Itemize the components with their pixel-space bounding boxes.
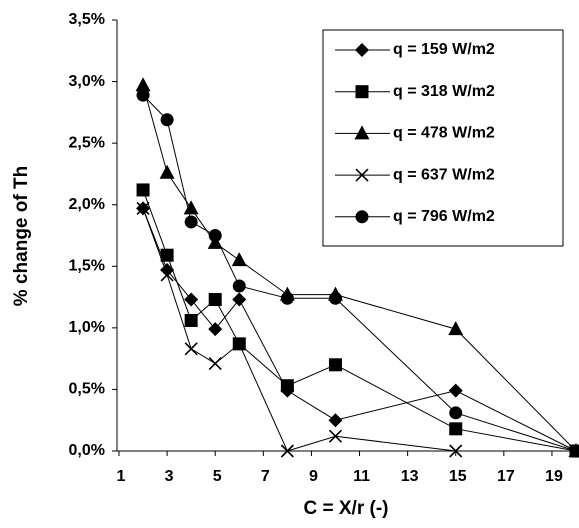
x-tick-label: 15	[449, 468, 467, 485]
data-point	[328, 429, 343, 443]
data-point	[136, 183, 150, 197]
x-tick-label: 17	[497, 468, 515, 485]
data-point	[280, 291, 294, 305]
data-point	[184, 292, 199, 307]
legend-label: q = 318 W/m2	[393, 83, 495, 100]
legend-marker	[355, 168, 369, 182]
x-tick-label: 5	[213, 468, 222, 485]
data-point	[231, 252, 247, 267]
x-tick-label: 1	[117, 468, 126, 485]
x-axis-title: C = X/r (-)	[304, 498, 389, 519]
legend-label: q = 159 W/m2	[393, 41, 495, 58]
data-point	[280, 379, 294, 393]
y-tick-label: 3,5%	[69, 11, 105, 28]
data-point	[232, 279, 246, 293]
legend-marker	[354, 125, 370, 140]
data-point	[569, 444, 579, 458]
y-tick-label: 0,0%	[69, 442, 105, 459]
legend-label: q = 637 W/m2	[393, 166, 495, 183]
data-point	[160, 268, 174, 282]
data-point	[280, 444, 294, 458]
data-point	[184, 342, 198, 356]
y-tick-label: 1,0%	[69, 319, 105, 336]
data-point	[448, 383, 463, 398]
x-tick-label: 3	[165, 468, 174, 485]
data-point	[184, 215, 198, 229]
y-tick-label: 1,5%	[69, 258, 105, 275]
y-tick-label: 0,5%	[69, 381, 105, 398]
x-tick-label: 11	[353, 468, 370, 485]
data-point	[160, 262, 175, 277]
y-tick-label: 2,5%	[69, 134, 105, 151]
data-point	[449, 422, 463, 436]
data-point	[159, 164, 175, 179]
data-point	[208, 293, 222, 307]
data-point	[160, 113, 174, 127]
data-point	[136, 201, 150, 215]
data-point	[208, 357, 222, 371]
data-point	[232, 337, 246, 351]
data-point	[449, 444, 463, 458]
data-point	[208, 322, 223, 337]
legend-label: q = 796 W/m2	[393, 208, 495, 225]
x-tick-label: 13	[401, 468, 419, 485]
data-point	[328, 358, 342, 372]
x-tick-label: 9	[309, 468, 318, 485]
data-point	[184, 313, 198, 327]
legend-marker	[355, 210, 369, 224]
x-tick-label: 19	[545, 468, 563, 485]
data-point	[449, 406, 463, 420]
data-point	[328, 413, 343, 428]
y-tick-label: 3,0%	[69, 73, 105, 90]
data-point	[232, 292, 247, 307]
y-tick-label: 2,0%	[69, 196, 105, 213]
data-point	[328, 291, 342, 305]
data-point	[448, 321, 464, 336]
legend-marker	[355, 85, 369, 99]
legend-label: q = 478 W/m2	[393, 125, 495, 142]
x-tick-label: 7	[261, 468, 270, 485]
data-point	[160, 248, 174, 262]
data-point	[136, 88, 150, 102]
y-axis-title: % change of Th	[11, 166, 32, 306]
data-point	[208, 229, 222, 242]
legend-marker	[355, 43, 369, 57]
data-point	[135, 77, 151, 92]
data-point	[183, 200, 199, 215]
